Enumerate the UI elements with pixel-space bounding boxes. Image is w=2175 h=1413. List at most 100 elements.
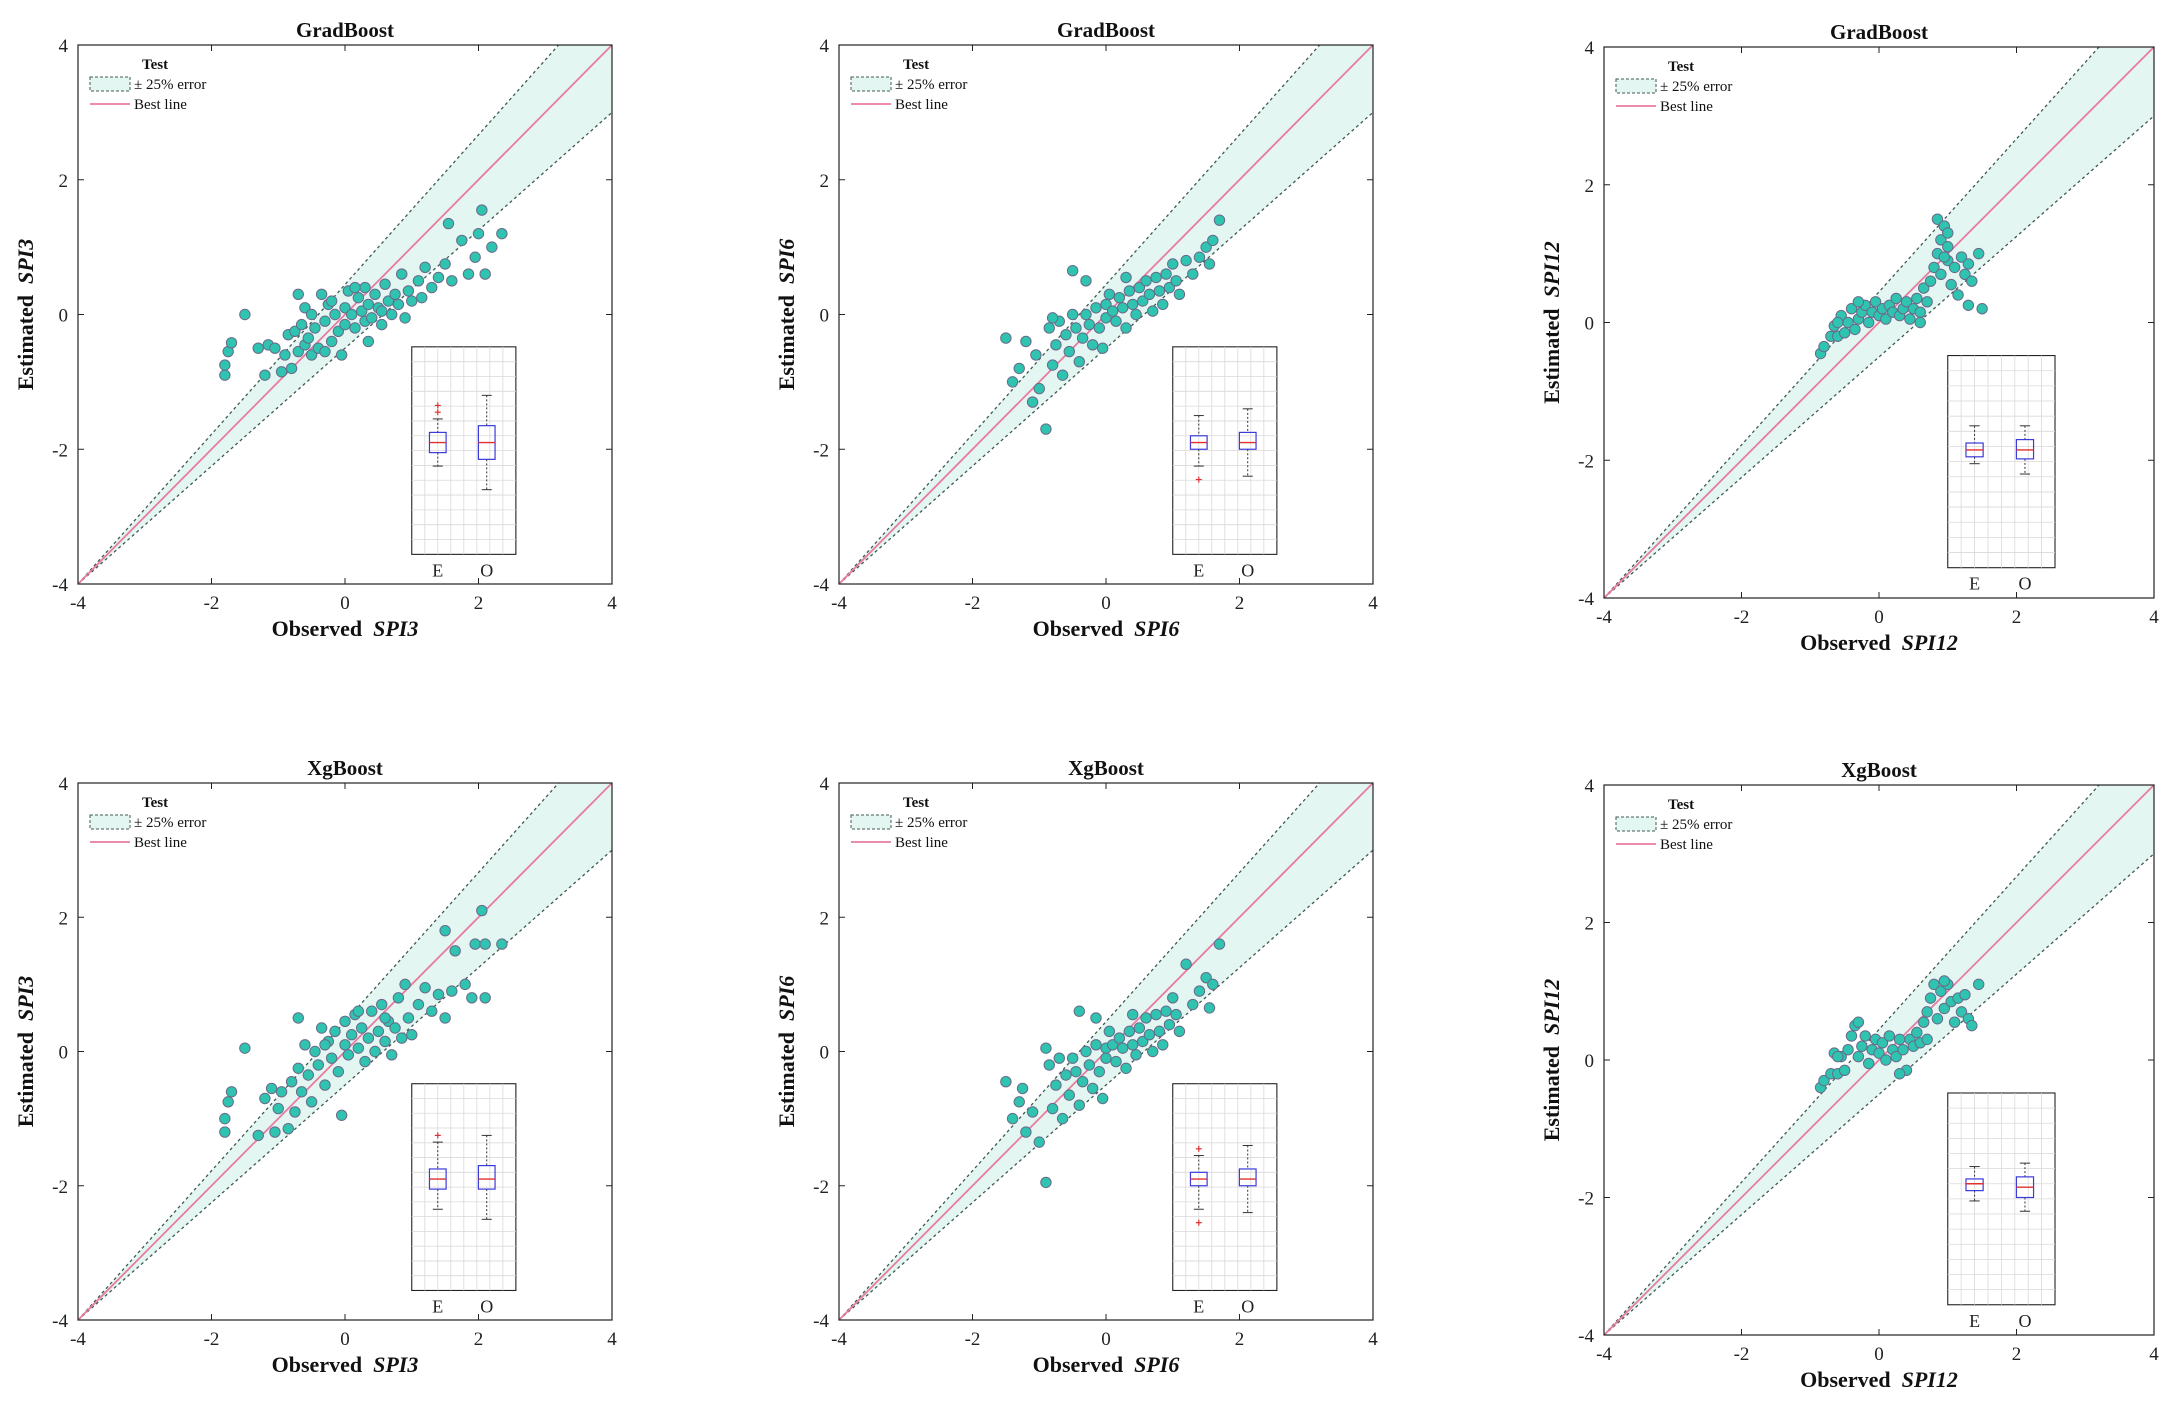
- data-point: [1213, 938, 1226, 950]
- data-point: [275, 1086, 288, 1098]
- y-tick-label: -2: [52, 440, 68, 461]
- data-point: [439, 924, 451, 937]
- data-point: [399, 978, 411, 991]
- x-axis-label: Observed SPI3: [272, 1352, 419, 1377]
- data-point: [1163, 1018, 1176, 1031]
- data-point: [1966, 1019, 1978, 1032]
- data-point: [479, 992, 491, 1004]
- data-point: [355, 1022, 368, 1034]
- subplot-title: XgBoost: [1068, 756, 1144, 780]
- scatter-points: [1814, 975, 1985, 1094]
- data-point: [275, 366, 288, 378]
- x-axis-variable: SPI12: [1902, 630, 1958, 655]
- data-point: [355, 305, 368, 317]
- data-point: [305, 349, 318, 361]
- data-point: [1137, 295, 1149, 307]
- data-point: [379, 1035, 391, 1048]
- y-tick-label: -4: [813, 1311, 829, 1332]
- box-label-E: E: [1193, 560, 1204, 580]
- data-point: [335, 349, 348, 361]
- y-axis-label-text: Estimated: [13, 1021, 38, 1127]
- data-point: [292, 345, 304, 358]
- data-point: [1170, 1008, 1182, 1021]
- data-point: [1053, 1052, 1065, 1064]
- data-point: [1070, 322, 1082, 334]
- data-point: [265, 1082, 278, 1095]
- data-point: [325, 1052, 338, 1064]
- legend-band-label: ± 25% error: [895, 815, 967, 831]
- data-point: [359, 1055, 371, 1068]
- data-point: [1153, 1025, 1166, 1038]
- data-point: [376, 305, 388, 317]
- x-tick-label: -2: [965, 593, 981, 614]
- data-point: [412, 998, 425, 1011]
- data-point: [1140, 1012, 1152, 1024]
- data-point: [1116, 302, 1129, 314]
- x-tick-label: -2: [204, 1329, 220, 1350]
- data-point: [1130, 1049, 1142, 1061]
- data-point: [1845, 1030, 1858, 1042]
- data-point: [1100, 1052, 1112, 1064]
- data-point: [1890, 1050, 1902, 1063]
- data-point: [1050, 339, 1062, 351]
- data-point: [1016, 1082, 1029, 1095]
- data-point: [1123, 1025, 1136, 1038]
- data-point: [1143, 288, 1156, 300]
- legend-line-label: Best line: [1660, 837, 1713, 853]
- data-point: [1200, 241, 1212, 253]
- y-tick-label: 4: [59, 774, 69, 795]
- data-point: [1207, 234, 1219, 247]
- lower-error-line: [1604, 853, 2154, 1335]
- data-point: [312, 1059, 324, 1071]
- x-tick-label: 0: [340, 1329, 350, 1350]
- data-point: [369, 1045, 381, 1058]
- data-point: [1193, 251, 1206, 263]
- plot-area: [1604, 47, 2154, 598]
- data-point: [1150, 271, 1162, 284]
- legend-title: Test: [142, 795, 168, 811]
- y-tick-label: -4: [1578, 589, 1594, 610]
- data-point: [1120, 322, 1132, 334]
- x-tick-label: 4: [1368, 593, 1378, 614]
- data-point: [315, 1022, 328, 1034]
- data-point: [342, 1049, 355, 1061]
- x-axis-label-text: Observed: [1800, 630, 1901, 655]
- data-point: [439, 258, 451, 270]
- data-point: [406, 1029, 418, 1041]
- upper-error-line: [839, 45, 1321, 584]
- box-E: [428, 402, 447, 467]
- data-point: [476, 204, 488, 216]
- data-point: [1056, 369, 1069, 381]
- data-point: [1818, 340, 1830, 353]
- y-tick-label: 0: [820, 306, 830, 327]
- data-point: [252, 1129, 264, 1142]
- data-point: [1862, 1057, 1875, 1070]
- data-point: [1040, 1042, 1052, 1054]
- data-point: [1856, 1040, 1868, 1052]
- plot-area: [78, 783, 612, 1320]
- legend-line-label: Best line: [895, 835, 948, 851]
- data-point: [389, 288, 401, 300]
- data-point: [1060, 1069, 1072, 1081]
- data-point: [1876, 1037, 1889, 1049]
- data-point: [329, 308, 341, 321]
- data-point: [419, 982, 431, 994]
- x-tick-label: -4: [1596, 607, 1612, 628]
- data-point: [339, 1039, 351, 1051]
- data-point: [1948, 1016, 1961, 1028]
- legend-band-swatch: [850, 76, 892, 92]
- y-tick-label: -2: [52, 1177, 68, 1198]
- legend-line-label: Best line: [895, 97, 948, 113]
- y-tick-label: 4: [1585, 38, 1595, 59]
- x-axis-label-text: Observed: [1033, 1352, 1134, 1377]
- data-point: [352, 291, 365, 304]
- legend-title: Test: [142, 57, 168, 73]
- data-point: [459, 978, 471, 991]
